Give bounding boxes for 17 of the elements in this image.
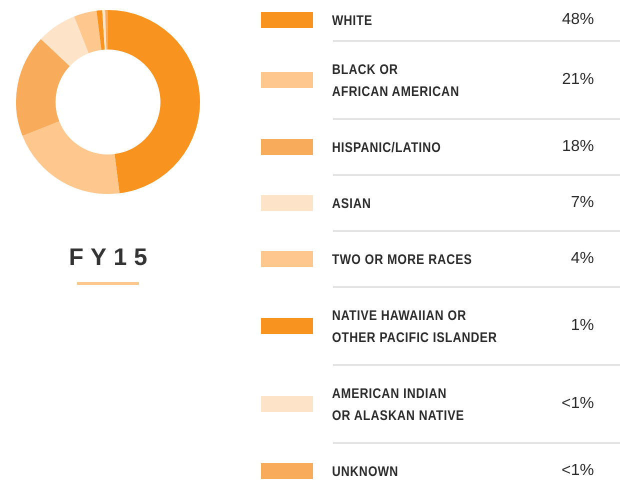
- data-label: <1%: [562, 462, 594, 480]
- legend-label: AMERICAN INDIAN OR ALASKAN NATIVE: [332, 384, 466, 425]
- legend-label: TWO OR MORE RACES: [332, 250, 474, 269]
- data-label: 4%: [570, 250, 594, 268]
- data-label: <1%: [562, 395, 594, 413]
- legend-label: WHITE: [332, 11, 374, 30]
- data-label: 21%: [562, 71, 594, 89]
- legend-label: BLACK OR AFRICAN AMERICAN: [332, 60, 460, 101]
- legend-label: HISPANIC/LATINO: [332, 138, 442, 157]
- data-label: 18%: [562, 138, 594, 156]
- data-label: 1%: [570, 317, 594, 335]
- legend-label: ASIAN: [332, 194, 372, 213]
- legend-label: UNKNOWN: [332, 462, 400, 481]
- data-label: 7%: [570, 194, 594, 212]
- legend-label: NATIVE HAWAIIAN OR OTHER PACIFIC ISLANDER: [332, 306, 498, 347]
- text: FY15: [68, 244, 154, 272]
- data-label: 48%: [562, 11, 594, 29]
